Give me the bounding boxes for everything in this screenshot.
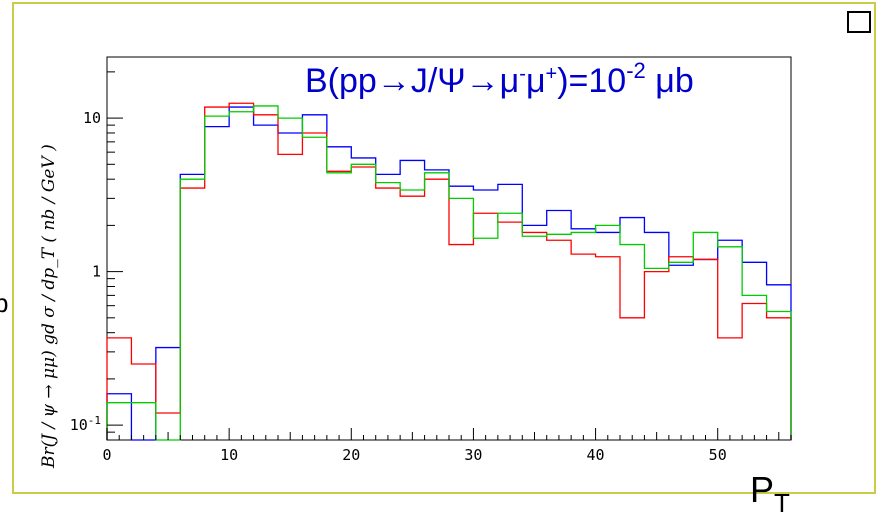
x-tick-label: 40	[587, 446, 605, 464]
x-tick-label: 50	[709, 446, 727, 464]
y-tick-label: 1	[92, 263, 101, 281]
series-1-line	[106, 102, 792, 440]
y-axis: 10-1 1 10	[70, 71, 123, 441]
x-tick-label: 10	[220, 446, 238, 464]
x-tick-label: 30	[464, 446, 482, 464]
stray-text: b	[0, 288, 8, 318]
annotation-text: B(pp→J/Ψ→μ-μ+)=10-2 μb	[305, 58, 694, 100]
x-tick-label: 0	[102, 446, 111, 464]
toggle-box-icon[interactable]	[847, 11, 871, 33]
plot-area	[106, 56, 792, 441]
y-tick-label: 10-1	[70, 414, 101, 434]
series-2-line	[106, 105, 792, 441]
x-axis: 0 10 20 30 40 50	[102, 428, 792, 464]
y-axis-label: Br(J / ψ → μμ) gd σ / dp_T ( nb / GeV )	[39, 144, 59, 469]
x-axis-label: PT	[750, 469, 790, 514]
x-tick-label: 20	[342, 446, 360, 464]
y-tick-label: 10	[83, 109, 101, 127]
series-layer	[106, 102, 792, 441]
